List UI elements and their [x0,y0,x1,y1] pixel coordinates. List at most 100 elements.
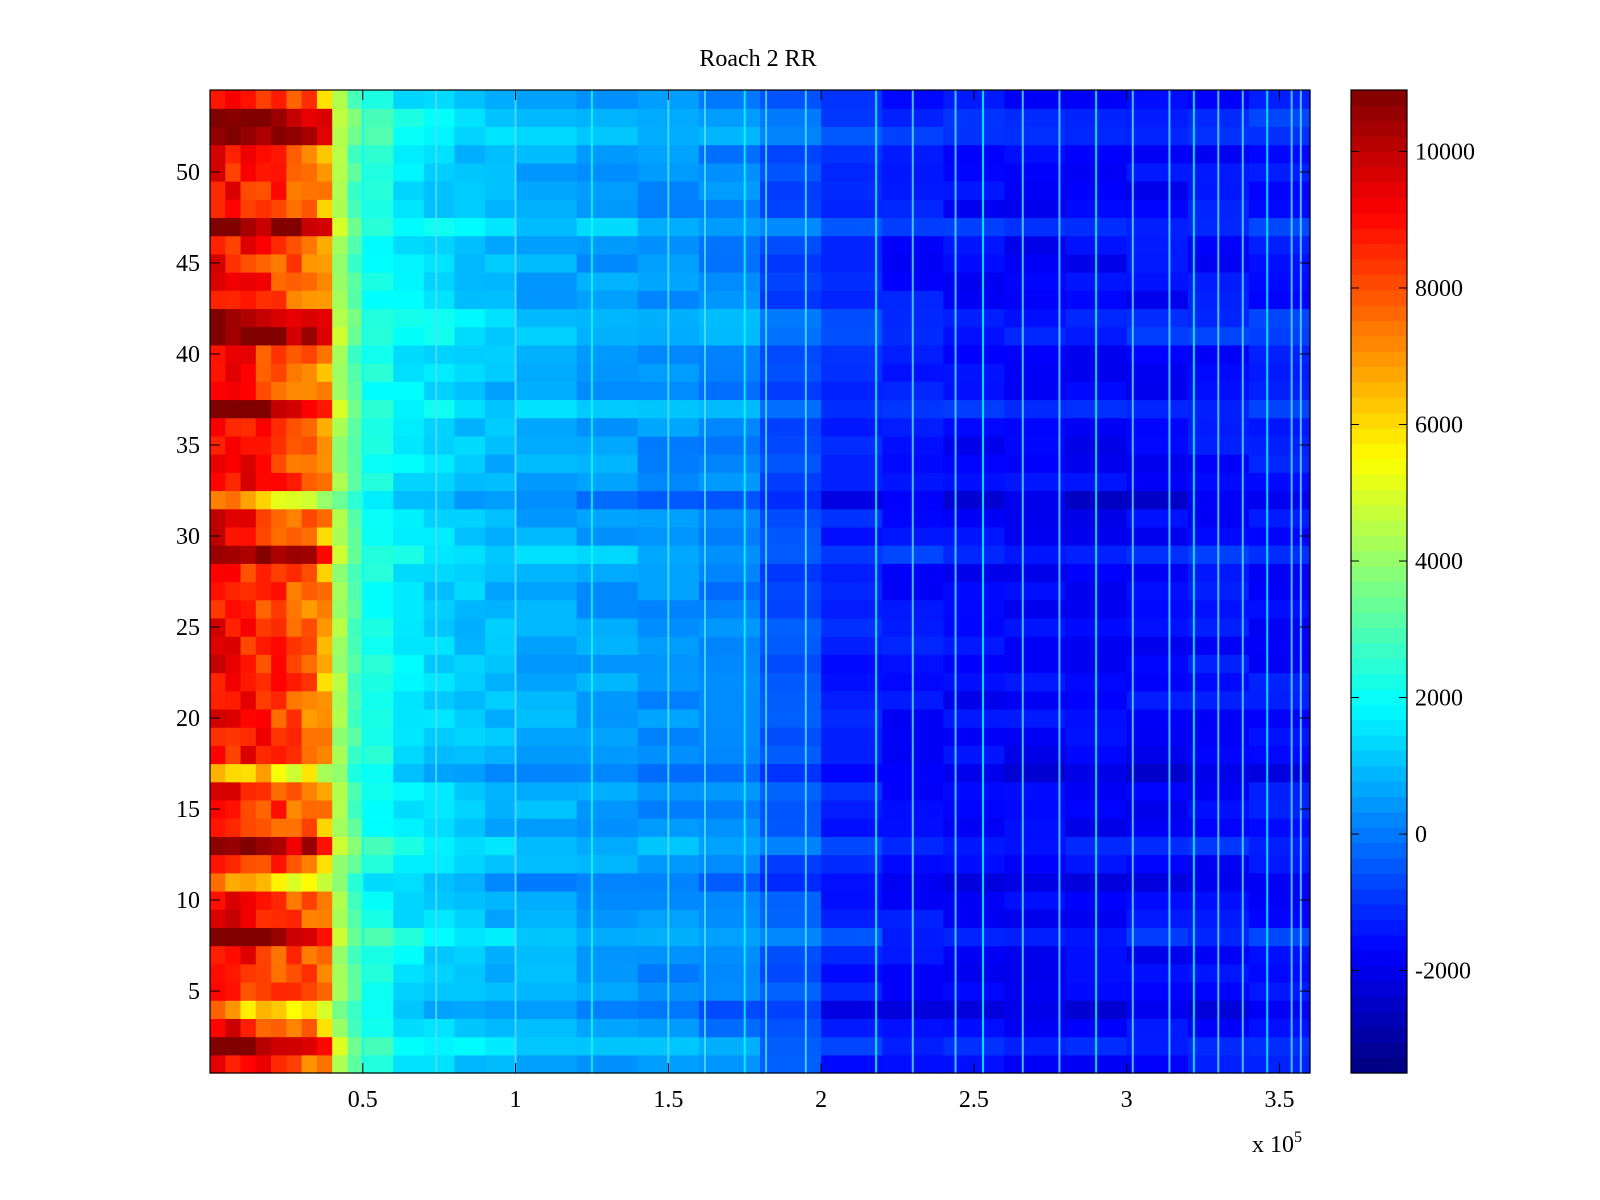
heatmap-cell [393,981,425,1001]
heatmap-cell [286,472,303,492]
heatmap-cell [943,217,1006,237]
heatmap-cell [1248,545,1311,564]
heatmap-cell [347,1054,364,1074]
heatmap-cell [1004,727,1067,746]
heatmap-cell [316,363,333,382]
heatmap-cell [943,854,1006,874]
heatmap-cell [347,217,364,237]
heatmap-cell [240,181,257,200]
heatmap-cell [332,108,349,127]
heatmap-cell [240,162,257,182]
heatmap-cell [362,490,394,510]
heatmap-cell [515,181,578,200]
heatmap-cell [393,672,425,692]
heatmap-cell [1126,545,1189,564]
heatmap-cell [576,272,639,291]
heatmap-cell [271,417,287,437]
heatmap-cell [210,144,226,164]
heatmap-cell [347,909,364,928]
heatmap-cell [362,290,394,310]
heatmap-cell [423,945,456,965]
heatmap-cell [347,90,364,109]
heatmap-cell [454,272,486,291]
heatmap-cell [347,617,364,637]
heatmap-cell [1126,690,1189,710]
heatmap-cell [347,963,364,983]
heatmap-cell [821,108,883,127]
heatmap-cell [225,472,242,492]
heatmap-cell [286,636,303,655]
heatmap-cell [240,1036,257,1056]
heatmap-cell [515,308,578,328]
heatmap-cell [240,854,257,874]
heatmap-cell [698,563,761,583]
heatmap-cell [485,1054,517,1074]
heatmap-cell [393,1018,425,1038]
heatmap-cell [210,199,226,219]
heatmap-cell [1248,217,1311,237]
heatmap-cell [286,290,303,310]
heatmap-cell [393,818,425,837]
heatmap-cell [454,909,486,928]
heatmap-cell [225,326,242,346]
heatmap-cell [454,799,486,819]
heatmap-cell [1004,581,1067,601]
heatmap-cell [576,727,639,746]
heatmap-cell [286,581,303,601]
heatmap-cell [1004,526,1067,546]
heatmap-cell [240,253,257,273]
heatmap-cell [240,981,257,1001]
heatmap-cell [698,199,761,219]
heatmap-cell [255,344,272,364]
heatmap-cell [760,1018,822,1038]
heatmap-cell [1126,1000,1189,1019]
heatmap-cell [1248,763,1311,783]
heatmap-cell [332,526,349,546]
heatmap-cell [1126,126,1189,146]
heatmap-cell [1248,836,1311,856]
heatmap-cell [1004,90,1067,109]
heatmap-cell [760,654,822,674]
heatmap-cell [515,636,578,655]
heatmap-cell [821,90,883,109]
heatmap-cell [821,490,883,510]
heatmap-cell [286,435,303,455]
heatmap-cell [210,1036,226,1056]
heatmap-cell [698,654,761,674]
heatmap-cell [301,799,318,819]
heatmap-cell [485,599,517,619]
heatmap-cell [225,1036,242,1056]
heatmap-cell [943,399,1006,419]
heatmap-cell [454,581,486,601]
heatmap-cell [347,836,364,856]
heatmap-cell [240,617,257,637]
heatmap-cell [1126,654,1189,674]
heatmap-cell [485,290,517,310]
heatmap-cell [240,417,257,437]
heatmap-cell [515,981,578,1001]
heatmap-cell [347,890,364,910]
heatmap-cell [301,235,318,255]
heatmap-cell [485,126,517,146]
heatmap-cell [943,144,1006,164]
heatmap-cell [240,763,257,783]
heatmap-cell [698,945,761,965]
heatmap-cell [255,90,272,109]
heatmap-cell [515,690,578,710]
heatmap-cell [210,872,226,892]
heatmap-cell [821,399,883,419]
heatmap-cell [821,672,883,692]
colorbar-swatch [1351,566,1407,583]
heatmap-cell [454,781,486,801]
heatmap-cell [240,563,257,583]
heatmap-cell [821,199,883,219]
heatmap-cell [1248,872,1311,892]
heatmap-cell [943,508,1006,528]
heatmap-cell [943,927,1006,947]
heatmap-cell [271,435,287,455]
heatmap-cell [698,799,761,819]
heatmap-cell [332,763,349,783]
heatmap-cell [485,1036,517,1056]
heatmap-cell [240,454,257,473]
heatmap-cell [393,636,425,655]
